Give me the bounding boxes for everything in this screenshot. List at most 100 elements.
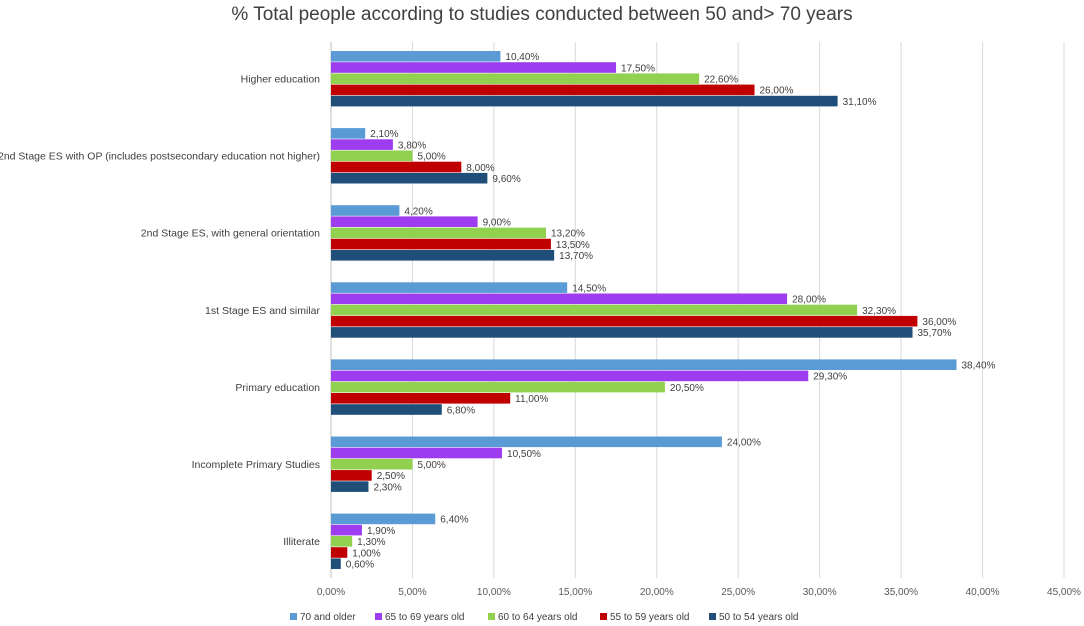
data-label: 6,40% [440, 515, 468, 526]
data-label: 31,10% [843, 97, 877, 108]
legend-swatch [709, 613, 716, 620]
x-tick-label: 5,00% [398, 587, 426, 598]
bar [331, 481, 369, 492]
data-label: 1,00% [352, 548, 380, 559]
bar [331, 370, 809, 382]
data-label: 13,50% [556, 240, 590, 251]
x-tick-label: 35,00% [884, 587, 918, 598]
data-label: 36,00% [922, 317, 956, 328]
bar [331, 227, 547, 239]
bar [331, 84, 755, 96]
bar [331, 62, 617, 73]
legend-label: 65 to 69 years old [385, 612, 465, 623]
legend-label: 60 to 64 years old [498, 612, 578, 623]
category-label: 1st Stage ES and similar [205, 305, 320, 317]
data-label: 13,20% [551, 229, 585, 240]
data-label: 1,30% [357, 537, 385, 548]
category-labels: Higher education 2nd Stage ES with OP (in… [0, 74, 320, 549]
x-axis-tick-labels: 0,00% 5,00% 10,00% 15,00% 20,00% 25,00% 30,00%… [317, 587, 1081, 598]
bar [331, 447, 503, 459]
category-label: 2nd Stage ES with OP (includes postsecon… [0, 151, 320, 163]
data-label: 9,00% [483, 218, 511, 229]
bars: 10,40% 17,50% 22,60% 26,00% 31,10% 2,10%3,80%… [331, 51, 996, 571]
bar [331, 315, 918, 327]
bar [331, 293, 788, 305]
data-label: 28,00% [792, 295, 826, 306]
data-label: 2,50% [377, 471, 405, 482]
data-label: 24,00% [727, 438, 761, 449]
bar [331, 205, 400, 216]
category-label: Higher education [241, 74, 321, 86]
bar [331, 558, 341, 569]
data-label: 3,80% [398, 140, 426, 151]
bar [331, 404, 442, 415]
x-tick-label: 40,00% [966, 587, 1000, 598]
x-tick-label: 30,00% [803, 587, 837, 598]
data-label: 26,00% [760, 86, 794, 97]
bar [331, 73, 700, 84]
bar [331, 327, 913, 338]
data-label: 6,80% [447, 405, 475, 416]
legend-label: 50 to 54 years old [719, 612, 799, 623]
data-label: 4,20% [404, 206, 432, 217]
data-label: 11,00% [515, 394, 548, 405]
data-label: 5,00% [417, 152, 445, 163]
bar [331, 536, 353, 547]
legend-label: 55 to 59 years old [610, 612, 690, 623]
data-label: 38,40% [961, 361, 995, 372]
bar [331, 172, 488, 184]
legend-swatch [600, 613, 607, 620]
legend-label: 70 and older [300, 612, 356, 623]
bar [331, 524, 362, 536]
data-label: 29,30% [813, 372, 847, 383]
data-label: 32,30% [862, 306, 896, 317]
data-label: 1,90% [367, 526, 395, 537]
data-label: 14,50% [572, 283, 606, 294]
data-label: 10,50% [507, 449, 541, 460]
data-label: 13,70% [559, 251, 593, 262]
bar [331, 238, 551, 250]
x-tick-label: 0,00% [317, 587, 345, 598]
data-label: 9,60% [492, 174, 520, 185]
bar [331, 128, 366, 139]
bar [331, 436, 722, 448]
bar [331, 95, 838, 107]
chart-title: % Total people according to studies cond… [231, 4, 852, 25]
category-label: Primary education [235, 382, 320, 394]
category-label: Incomplete Primary Studies [192, 459, 320, 471]
x-tick-label: 25,00% [721, 587, 755, 598]
bar [331, 161, 462, 173]
bar [331, 216, 478, 227]
data-label: 35,70% [918, 328, 952, 339]
data-label: 8,00% [466, 163, 494, 174]
data-label: 5,00% [417, 460, 445, 471]
bar [331, 250, 555, 261]
x-tick-label: 10,00% [477, 587, 511, 598]
legend-swatch [375, 613, 382, 620]
data-label: 2,30% [373, 482, 401, 493]
bar [331, 304, 858, 316]
x-tick-label: 45,00% [1047, 587, 1081, 598]
category-label: Illiterate [283, 536, 320, 548]
x-tick-label: 20,00% [640, 587, 674, 598]
data-label: 17,50% [621, 63, 655, 74]
bar [331, 51, 501, 62]
bar [331, 470, 372, 481]
bar [331, 513, 436, 525]
legend-swatch [488, 613, 495, 620]
bar [331, 359, 957, 370]
bar [331, 282, 568, 293]
bar [331, 547, 348, 558]
legend-swatch [290, 613, 297, 620]
bar [331, 150, 413, 162]
data-label: 20,50% [670, 383, 704, 394]
x-tick-label: 15,00% [558, 587, 592, 598]
bar [331, 139, 393, 150]
data-label: 2,10% [370, 129, 398, 140]
bar [331, 393, 511, 404]
bar [331, 458, 413, 470]
data-label: 22,60% [704, 75, 738, 86]
data-label: 10,40% [505, 52, 539, 63]
data-label: 0,60% [346, 560, 374, 571]
